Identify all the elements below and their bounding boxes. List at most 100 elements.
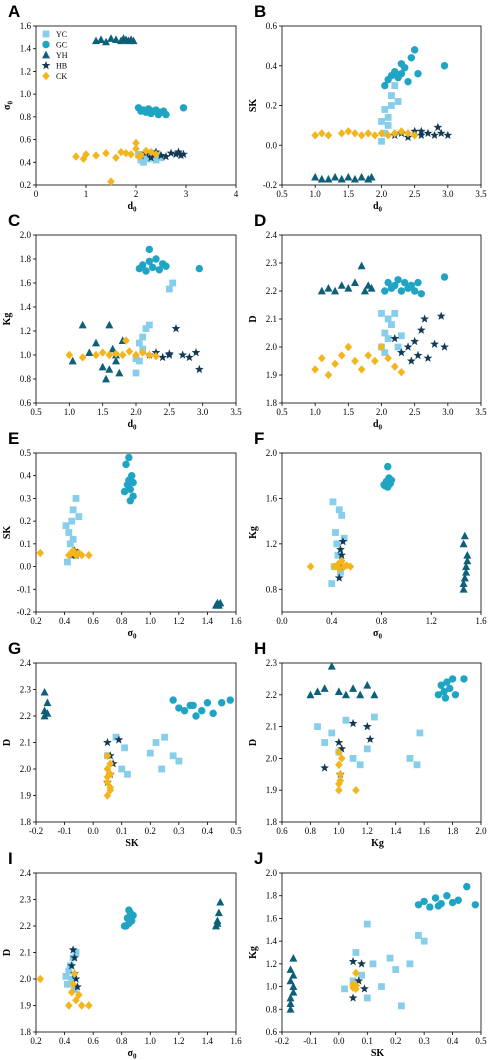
data-point-YH bbox=[320, 684, 329, 692]
data-point-YC bbox=[314, 723, 321, 730]
x-tick-label: 1.2 bbox=[426, 616, 437, 626]
x-tick-label: -0.2 bbox=[275, 1036, 289, 1046]
y-tick-label: 1.2 bbox=[20, 326, 31, 336]
data-point-HB bbox=[68, 945, 78, 954]
data-point-GC bbox=[451, 691, 460, 699]
y-tick-label: 0.8 bbox=[20, 374, 32, 384]
y-tick-label: 1.6 bbox=[266, 493, 278, 503]
data-point-GC bbox=[162, 110, 170, 119]
y-axis-label: D bbox=[2, 949, 13, 956]
data-point-CK bbox=[92, 151, 100, 160]
data-point-CK bbox=[106, 759, 115, 768]
y-tick-label: 0.4 bbox=[266, 61, 278, 71]
x-tick-label: 0.2 bbox=[390, 1036, 401, 1046]
y-tick-label: 0.0 bbox=[266, 140, 278, 150]
data-point-YC bbox=[349, 755, 357, 762]
data-point-YH bbox=[350, 278, 359, 286]
x-tick-label: 0.8 bbox=[305, 826, 317, 836]
panel-label: J bbox=[254, 849, 263, 868]
data-point-YC bbox=[124, 770, 131, 778]
data-point-GC bbox=[454, 896, 462, 904]
data-point-YC bbox=[328, 729, 336, 737]
data-point-YH bbox=[357, 172, 366, 181]
data-point-HB bbox=[179, 149, 188, 159]
plot-frame bbox=[281, 452, 482, 613]
data-point-HB bbox=[436, 128, 446, 138]
data-point-YC bbox=[169, 752, 177, 760]
data-point-YC bbox=[363, 920, 371, 928]
x-tick-label: 3.5 bbox=[475, 189, 487, 199]
y-tick-label: 0.8 bbox=[20, 112, 32, 122]
x-tick-label: 0.4 bbox=[59, 1036, 71, 1046]
data-point-CK bbox=[75, 990, 83, 1000]
data-point-HB bbox=[194, 364, 204, 374]
data-point-YC bbox=[337, 568, 344, 576]
data-point-CK bbox=[346, 562, 355, 571]
data-point-YH bbox=[337, 174, 346, 183]
data-point-YH bbox=[311, 172, 320, 181]
data-point-YH bbox=[459, 539, 468, 548]
data-point-CK bbox=[152, 352, 160, 361]
data-point-HB bbox=[71, 974, 81, 983]
panel-J: J -0.2 -0.1 0.0 0.1 0.2 0.3 0.4 0.5 0.6 0.8 1.0 1.2 1… bbox=[248, 849, 487, 1059]
data-point-CK bbox=[132, 138, 140, 148]
data-point-CK bbox=[336, 770, 345, 779]
data-point-YC bbox=[142, 325, 150, 332]
x-tick-label: 2 bbox=[134, 189, 139, 199]
data-point-YC bbox=[394, 343, 402, 351]
data-point-GC bbox=[440, 687, 448, 696]
data-point-YH bbox=[460, 573, 469, 582]
data-point-HB bbox=[337, 550, 347, 559]
data-point-YC bbox=[406, 960, 414, 968]
x-tick-label: 2.5 bbox=[164, 407, 176, 417]
data-point-YC bbox=[65, 967, 73, 975]
data-point-YH bbox=[344, 172, 353, 181]
x-tick-label: 0.2 bbox=[30, 616, 41, 626]
data-point-YH bbox=[356, 690, 365, 699]
data-point-CK bbox=[334, 560, 342, 569]
data-point-YC bbox=[416, 729, 424, 737]
data-point-GC bbox=[407, 54, 416, 62]
data-point-GC bbox=[125, 906, 133, 914]
data-point-GC bbox=[460, 675, 468, 683]
plot-frame bbox=[281, 662, 482, 823]
data-point-CK bbox=[132, 350, 140, 360]
data-point-HB bbox=[397, 348, 406, 357]
data-point-GC bbox=[209, 709, 217, 718]
y-tick-label: 0.8 bbox=[266, 584, 278, 594]
data-point-GC bbox=[414, 278, 422, 287]
data-point-YC bbox=[363, 745, 371, 753]
data-point-GC bbox=[180, 707, 189, 715]
data-point-YH bbox=[286, 993, 295, 1002]
y-tick-label: 0.2 bbox=[266, 101, 277, 111]
data-point-HB bbox=[73, 982, 82, 991]
data-point-YC bbox=[161, 733, 168, 741]
data-point-HB bbox=[67, 961, 77, 970]
x-tick-label: 1.4 bbox=[202, 616, 214, 626]
x-tick-label: 0.5 bbox=[30, 407, 42, 417]
y-axis-label: Kg bbox=[248, 526, 259, 539]
data-point-GC bbox=[420, 897, 428, 906]
data-point-CK bbox=[311, 365, 319, 374]
data-point-GC bbox=[129, 478, 137, 487]
data-point-CK bbox=[85, 1001, 93, 1010]
y-tick-label: 0.4 bbox=[20, 157, 32, 167]
data-point-YH bbox=[462, 568, 471, 576]
data-point-YC bbox=[175, 757, 183, 765]
x-tick-label: 1.5 bbox=[343, 407, 355, 417]
data-point-YC bbox=[72, 495, 80, 502]
x-tick-label: 1.0 bbox=[333, 826, 345, 836]
x-tick-label: 2.0 bbox=[130, 407, 142, 417]
data-point-YH bbox=[331, 286, 340, 295]
data-point-CK bbox=[142, 146, 150, 156]
y-tick-label: 1.4 bbox=[20, 302, 32, 312]
data-point-YC bbox=[335, 506, 343, 514]
data-point-GC bbox=[226, 696, 234, 704]
data-point-CK bbox=[397, 127, 406, 136]
data-point-YC bbox=[332, 529, 339, 536]
x-tick-label: 1.2 bbox=[173, 616, 184, 626]
data-point-CK bbox=[77, 551, 86, 560]
data-point-GC bbox=[437, 681, 445, 689]
data-point-HB bbox=[114, 735, 124, 744]
data-point-CK bbox=[103, 778, 112, 787]
